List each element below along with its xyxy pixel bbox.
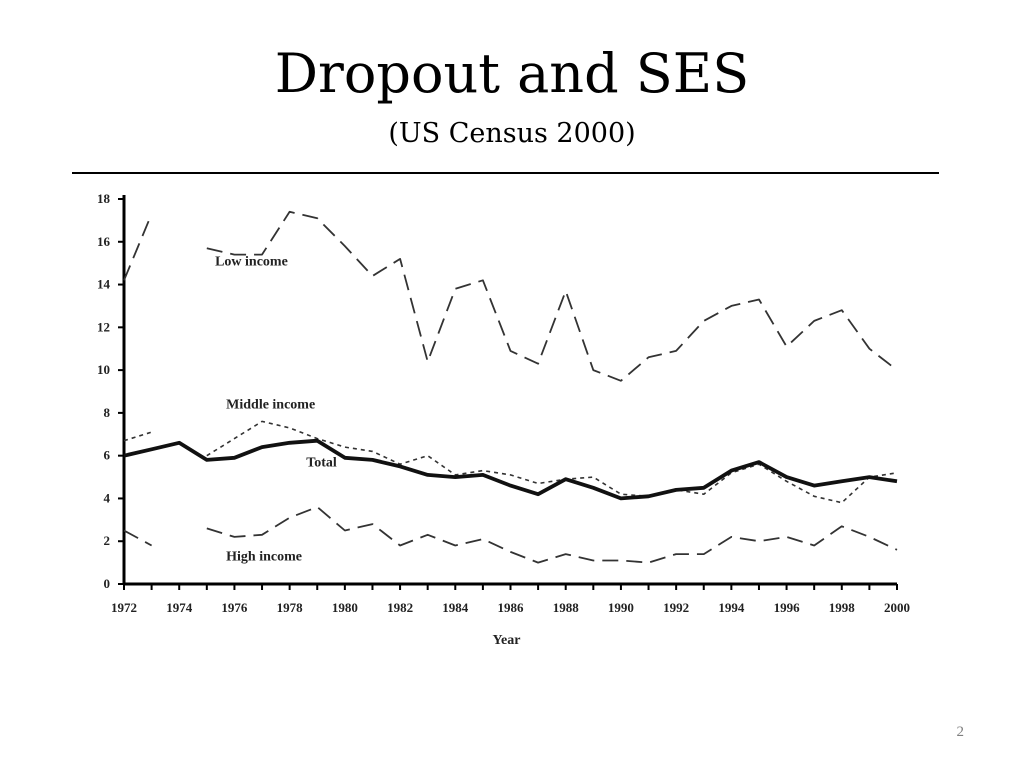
x-tick-label: 1978 <box>277 600 304 615</box>
y-tick-label: 6 <box>104 448 111 463</box>
series-line-low-income <box>206 210 898 382</box>
x-tick-label: 1992 <box>663 600 689 615</box>
x-tick-label: 1984 <box>442 600 469 615</box>
title-divider <box>72 172 939 174</box>
series-line-total <box>123 438 898 501</box>
y-tick-label: 4 <box>104 490 111 505</box>
x-tick-label: 1998 <box>829 600 856 615</box>
slide-title: Dropout and SES <box>274 42 750 105</box>
x-axis-title: Year <box>493 633 521 648</box>
series-line-high-income <box>123 529 153 547</box>
series-line-high-income <box>206 506 898 564</box>
y-tick-label: 10 <box>97 362 110 377</box>
series-line-middle-income <box>123 431 152 442</box>
x-tick-label: 1986 <box>498 600 525 615</box>
y-tick-label: 12 <box>97 319 110 334</box>
x-tick-label: 1980 <box>332 600 358 615</box>
y-tick-label: 16 <box>97 234 111 249</box>
x-tick-label: 1982 <box>387 600 413 615</box>
series-label-total: Total <box>306 455 337 470</box>
series-label-high-income: High income <box>226 549 302 564</box>
x-tick-label: 1996 <box>774 600 801 615</box>
slide-subtitle: (US Census 2000) <box>388 118 636 149</box>
series-line-low-income <box>123 213 153 281</box>
y-tick-label: 18 <box>97 191 111 206</box>
x-tick-label: 1988 <box>553 600 580 615</box>
x-tick-label: 1976 <box>221 600 248 615</box>
x-tick-label: 1990 <box>608 600 634 615</box>
page-number: 2 <box>956 724 965 740</box>
x-tick-label: 1994 <box>718 600 745 615</box>
x-tick-label: 1972 <box>111 600 137 615</box>
y-tick-label: 0 <box>104 576 111 591</box>
x-tick-label: 1974 <box>166 600 193 615</box>
series-label-middle-income: Middle income <box>226 398 315 413</box>
series-line-middle-income <box>206 420 898 504</box>
y-tick-label: 2 <box>104 533 111 548</box>
y-tick-label: 8 <box>104 405 111 420</box>
y-tick-label: 14 <box>97 277 111 292</box>
series-label-low-income: Low income <box>215 254 288 269</box>
x-tick-label: 2000 <box>884 600 910 615</box>
